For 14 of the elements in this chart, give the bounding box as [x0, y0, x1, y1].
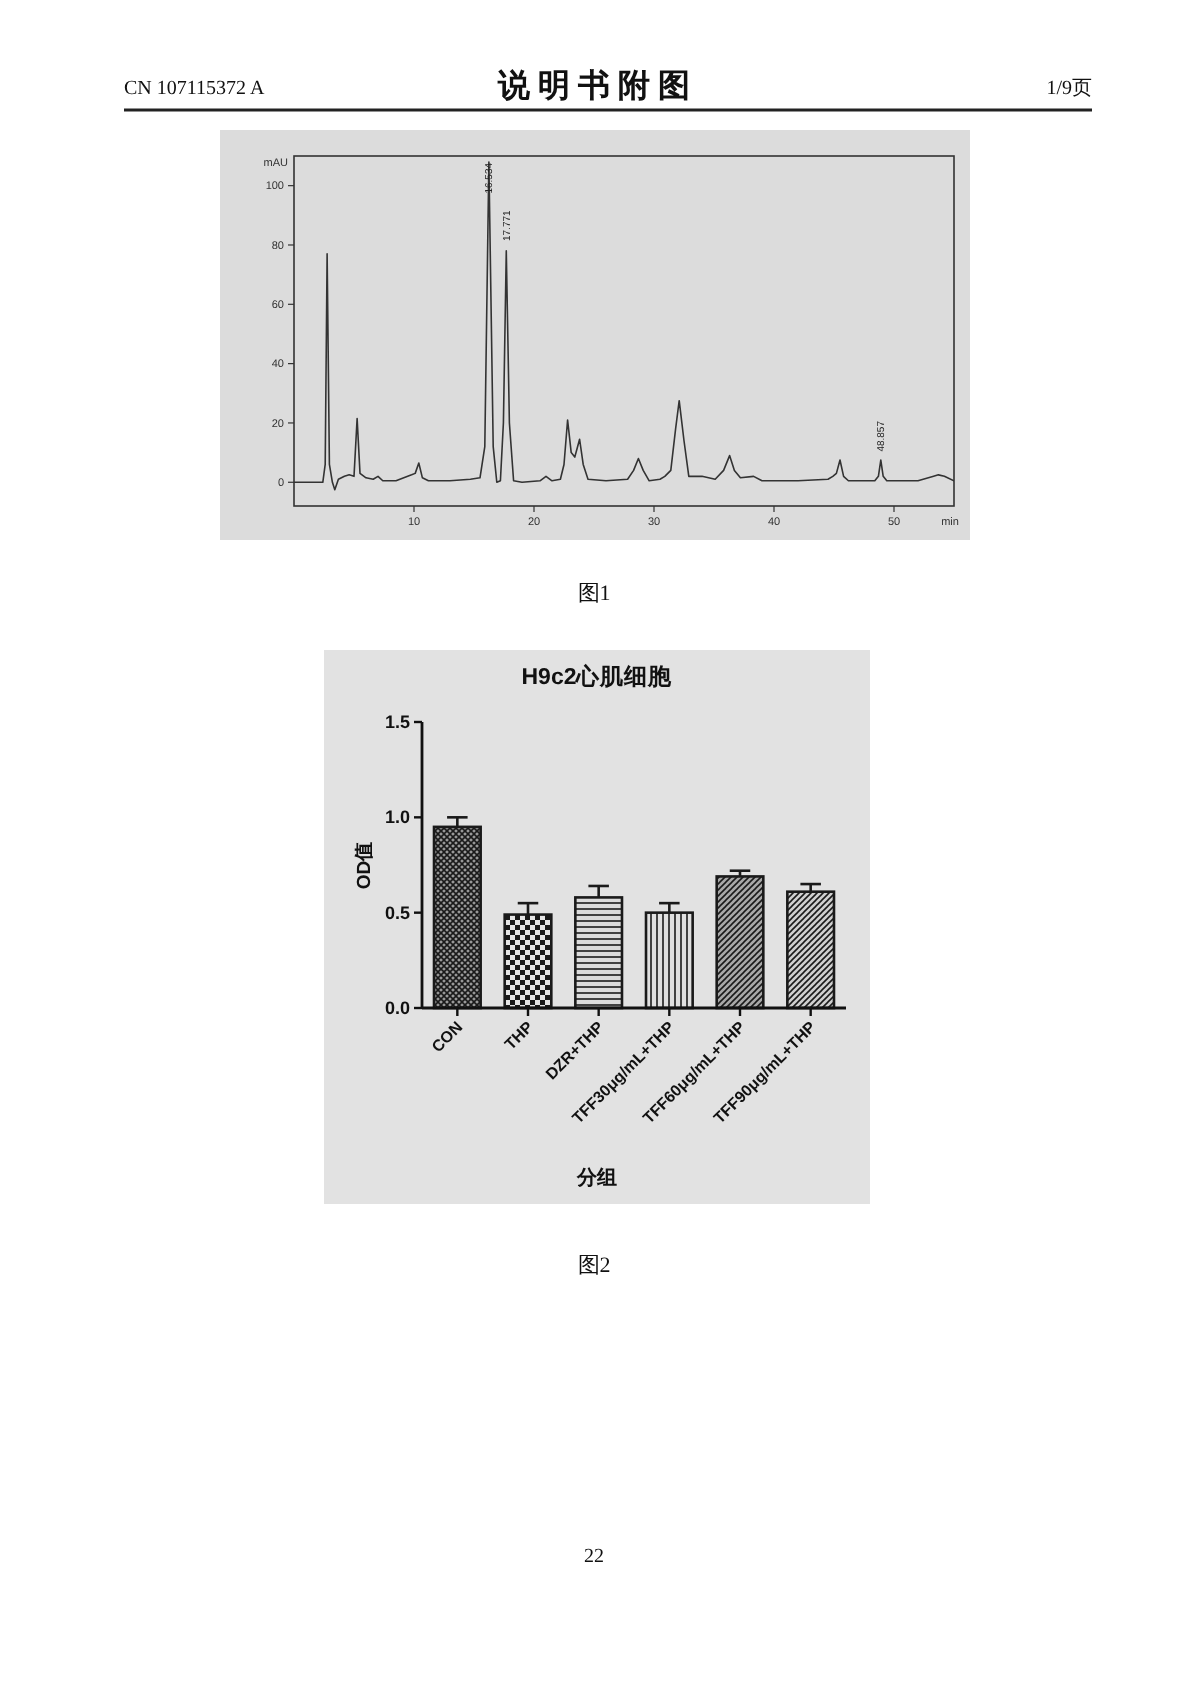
caption: 图2	[577, 1254, 611, 1278]
text: 22	[584, 1546, 604, 1568]
y-tick-label: 0.0	[384, 998, 410, 1018]
y-axis-title: OD值	[352, 840, 376, 890]
y-tick-label: 1.0	[384, 807, 410, 828]
chart-title: H9c2心肌细胞	[521, 662, 675, 690]
text: 1/9页	[1046, 78, 1092, 100]
text: 说 明 书 附 图	[496, 68, 690, 104]
x-axis-title: 分组	[575, 1166, 617, 1190]
x-tick-label: THP	[501, 1017, 538, 1054]
caption: 图1	[577, 582, 611, 606]
text: CN 107115372 A	[124, 78, 266, 100]
y-tick-label: 0.5	[384, 902, 410, 923]
y-tick-label: 1.5	[384, 712, 410, 732]
